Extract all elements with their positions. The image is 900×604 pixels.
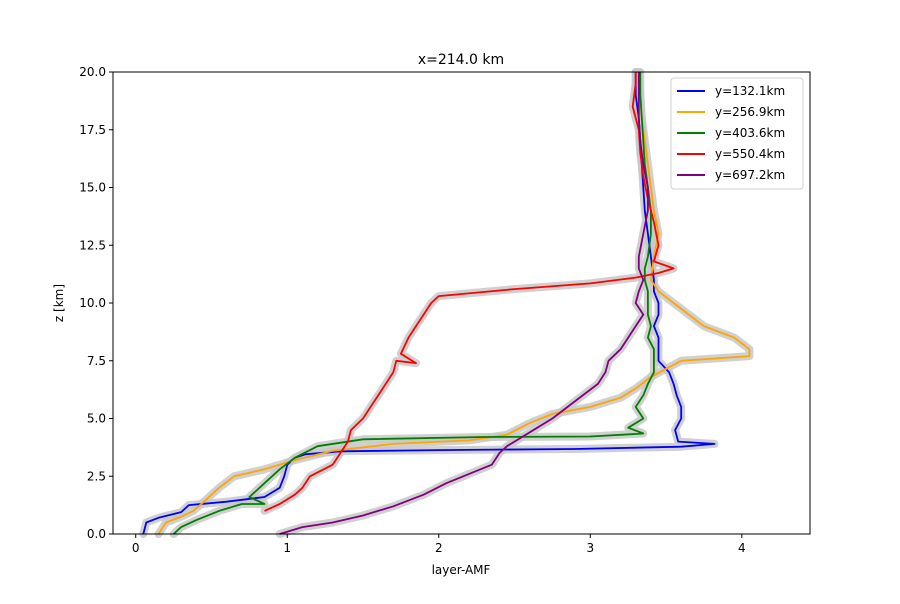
y-tick-label: 20.0 [79, 65, 106, 79]
x-tick-label: 4 [738, 541, 746, 555]
series-lines [142, 71, 751, 535]
legend-label: y=132.1km [715, 84, 785, 98]
chart-title: x=214.0 km [418, 52, 504, 68]
x-axis-label: layer-AMF [432, 563, 491, 577]
uncertainty-band [169, 68, 658, 538]
series-line-1 [142, 72, 716, 535]
legend-label: y=697.2km [715, 168, 785, 182]
y-tick-label: 15.0 [79, 181, 106, 195]
legend-label: y=403.6km [715, 126, 785, 140]
legend: y=132.1km y=256.9km y=403.6km y=550.4km y=69… [670, 77, 804, 190]
y-tick-label: 17.5 [79, 123, 106, 137]
x-tick-label: 3 [586, 541, 594, 555]
series-line-3 [172, 72, 655, 535]
y-tick-label: 5.0 [87, 412, 106, 426]
x-tick-label: 1 [283, 541, 291, 555]
legend-box [670, 77, 804, 190]
y-tick-label: 7.5 [87, 354, 106, 368]
legend-label: y=256.9km [715, 105, 785, 119]
y-axis-ticks: 0.0 2.5 5.0 7.5 10.0 12.5 15.0 17.5 20.0 [79, 65, 113, 541]
x-tick-label: 0 [132, 541, 140, 555]
y-tick-label: 0.0 [87, 527, 106, 541]
x-axis-ticks: 0 1 2 3 4 [132, 534, 746, 555]
series-line-5 [279, 72, 649, 535]
y-tick-label: 10.0 [79, 296, 106, 310]
legend-label: y=550.4km [715, 147, 785, 161]
y-tick-label: 12.5 [79, 238, 106, 252]
x-tick-label: 2 [435, 541, 443, 555]
y-axis-label: z [km] [52, 284, 66, 322]
y-tick-label: 2.5 [87, 469, 106, 483]
